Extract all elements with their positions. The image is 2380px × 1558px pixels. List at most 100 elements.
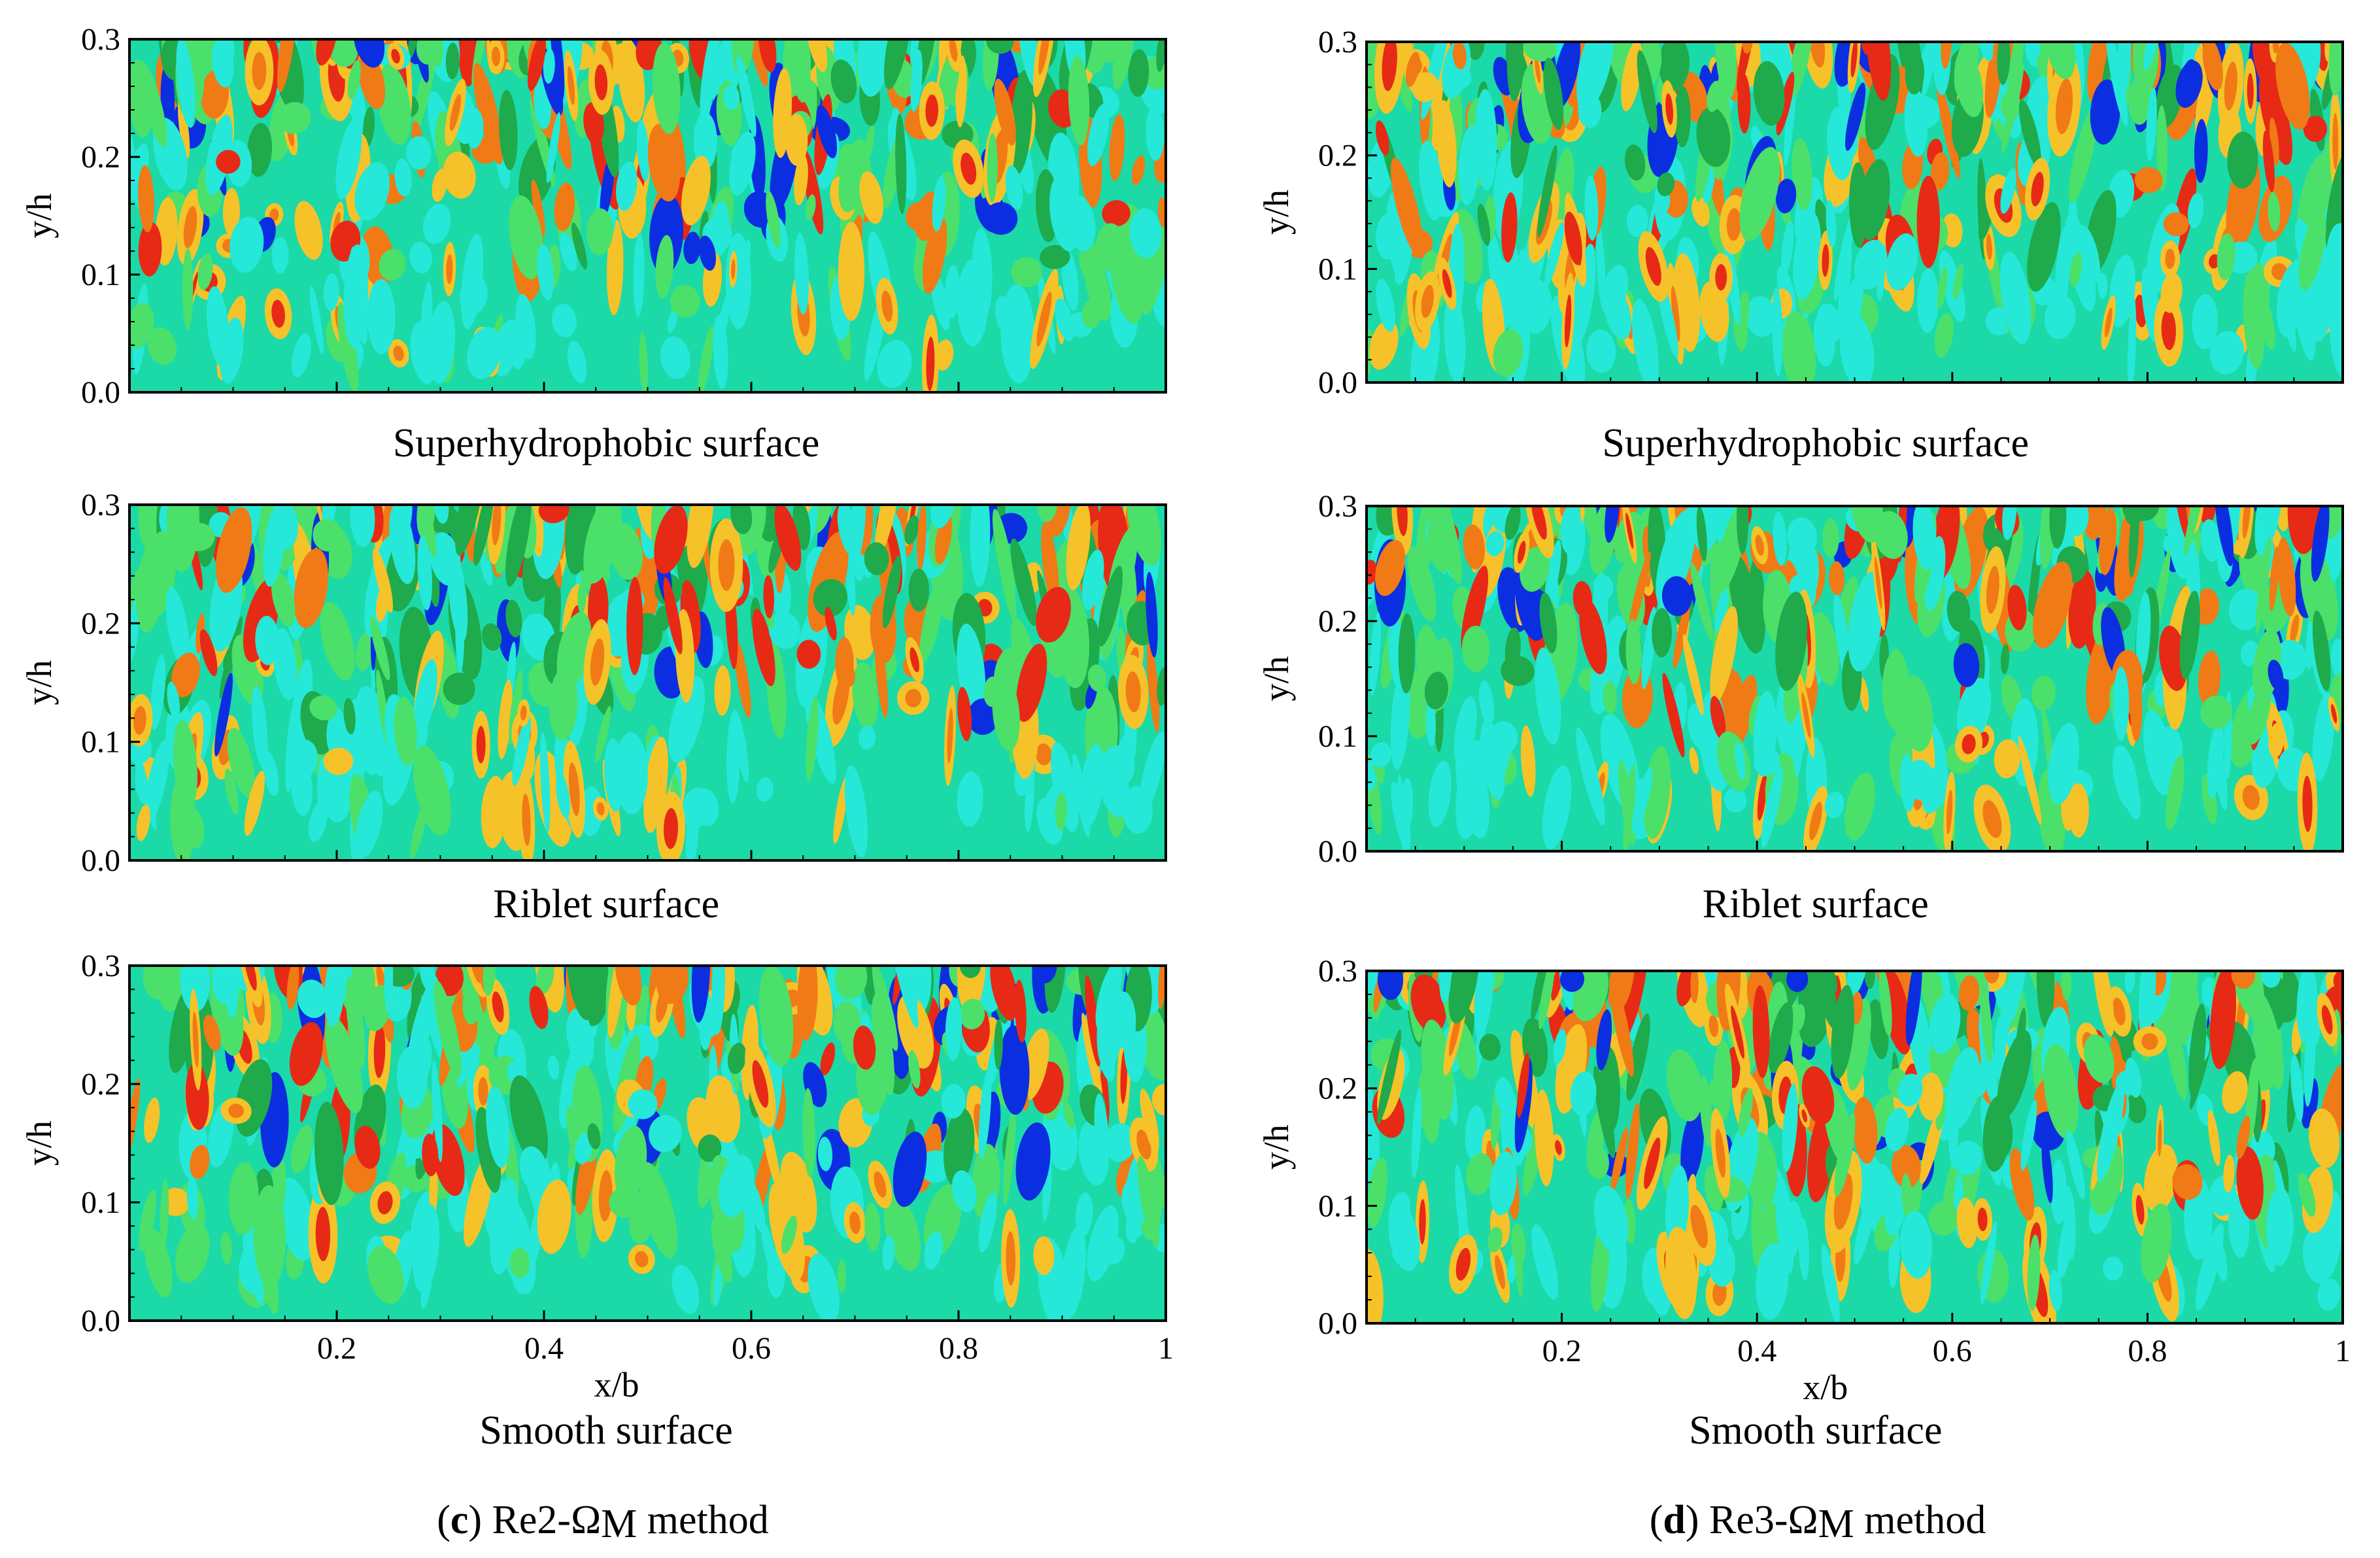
contour-blob <box>1852 1096 1878 1164</box>
contour-blob <box>1428 760 1452 828</box>
contour-blob <box>1603 680 1617 715</box>
contour-blob <box>1140 56 1166 90</box>
contour-blob <box>763 575 774 618</box>
contour-blob <box>1792 138 1812 211</box>
contour-blob <box>1096 981 1125 1070</box>
contour-blob <box>1131 155 1146 186</box>
contour-blob <box>1005 165 1023 210</box>
contour-blob <box>917 505 926 571</box>
contour-blob <box>384 966 394 1014</box>
contour-core <box>1874 556 1882 609</box>
contour-blob <box>398 505 413 543</box>
contour-blob <box>129 143 149 202</box>
contour-blob <box>586 208 613 256</box>
contour-blob <box>1752 985 1770 1079</box>
contour-blob <box>412 41 437 137</box>
contour-blob <box>2290 1054 2304 1122</box>
contour-blob <box>944 1108 975 1187</box>
contour-blob <box>219 317 244 384</box>
contour-core <box>393 345 404 362</box>
contour-blob <box>185 1062 209 1130</box>
contour-blob <box>347 59 361 100</box>
contour-blob <box>1081 1013 1103 1104</box>
contour-blob <box>129 303 154 349</box>
contour-blob <box>2063 1185 2076 1260</box>
caption-c-sub: M <box>601 1502 637 1546</box>
contour-blob <box>1087 664 1107 692</box>
contour-blob <box>1488 736 1508 773</box>
panel-title: Smooth surface <box>479 1408 732 1453</box>
contour-blob <box>2109 254 2135 328</box>
contour-core <box>925 94 939 127</box>
contour-field <box>1367 971 2343 1323</box>
contour-blob <box>816 105 838 159</box>
contour-blob <box>820 1042 836 1075</box>
contour-blob <box>498 90 518 171</box>
contour-blob <box>212 966 243 1004</box>
contour-blob <box>473 63 503 165</box>
contour-blob <box>2050 1159 2067 1225</box>
contour-blob <box>252 1268 264 1306</box>
contour-blob <box>967 698 999 736</box>
y-tick-label: 0.2 <box>1318 139 1357 173</box>
contour-blob <box>1369 612 1381 696</box>
contour-blob <box>693 112 717 170</box>
contour-blob <box>2229 588 2263 630</box>
contour-blob <box>428 301 456 384</box>
contour-blob <box>1953 643 1980 687</box>
contour-blob <box>2083 1034 2115 1083</box>
contour-blob <box>343 698 356 735</box>
contour-blob <box>2000 643 2010 675</box>
contour-blob <box>1593 1065 1616 1159</box>
contour-blob <box>1439 971 1452 1004</box>
contour-blob <box>1504 506 1521 540</box>
contour-blob <box>529 986 549 1029</box>
contour-blob <box>1146 571 1158 658</box>
contour-blob <box>2098 273 2108 299</box>
contour-core <box>2332 112 2339 170</box>
contour-blob <box>1848 571 1884 672</box>
contour-blob <box>199 629 218 677</box>
contour-blob <box>1375 539 1406 596</box>
contour-blob <box>2194 588 2220 625</box>
contour-blob <box>1826 200 1837 248</box>
contour-blob <box>2045 42 2076 79</box>
contour-blob <box>144 1227 173 1298</box>
contour-blob <box>1625 618 1642 685</box>
contour-blob <box>375 585 388 622</box>
y-tick-label: 0.2 <box>81 140 120 175</box>
contour-core <box>1801 1109 1807 1123</box>
contour-blob <box>1714 42 1737 99</box>
contour-core <box>1962 734 1976 754</box>
contour-blob <box>409 241 432 274</box>
contour-core <box>492 991 504 1023</box>
contour-blob <box>922 216 947 294</box>
contour-blob <box>271 571 296 627</box>
contour-blob <box>255 615 280 666</box>
contour-blob <box>864 125 875 161</box>
contour-blob <box>986 39 1014 54</box>
contour-blob <box>904 515 919 545</box>
contour-blob <box>1427 517 1454 573</box>
contour-blob <box>994 78 1016 146</box>
contour-blob <box>672 1264 700 1314</box>
y-axis-label: y/h <box>20 1121 59 1166</box>
contour-blob <box>2179 590 2200 679</box>
contour-blob <box>1376 214 1400 260</box>
contour-blob <box>355 790 383 858</box>
contour-blob <box>224 768 239 815</box>
contour-blob <box>2066 1129 2086 1200</box>
contour-blob <box>1129 208 1162 259</box>
contour-blob <box>2298 1172 2316 1217</box>
contour-blob <box>729 131 756 196</box>
contour-blob <box>685 788 700 860</box>
contour-blob <box>323 747 354 775</box>
contour-blob <box>1436 100 1457 188</box>
contour-blob <box>1377 1029 1402 1125</box>
contour-blob <box>294 548 328 628</box>
contour-core <box>1535 56 1541 84</box>
y-tick-label: 0.1 <box>1318 252 1357 286</box>
contour-blob <box>663 577 683 654</box>
contour-blob <box>1610 1127 1628 1193</box>
contour-blob <box>859 171 883 224</box>
